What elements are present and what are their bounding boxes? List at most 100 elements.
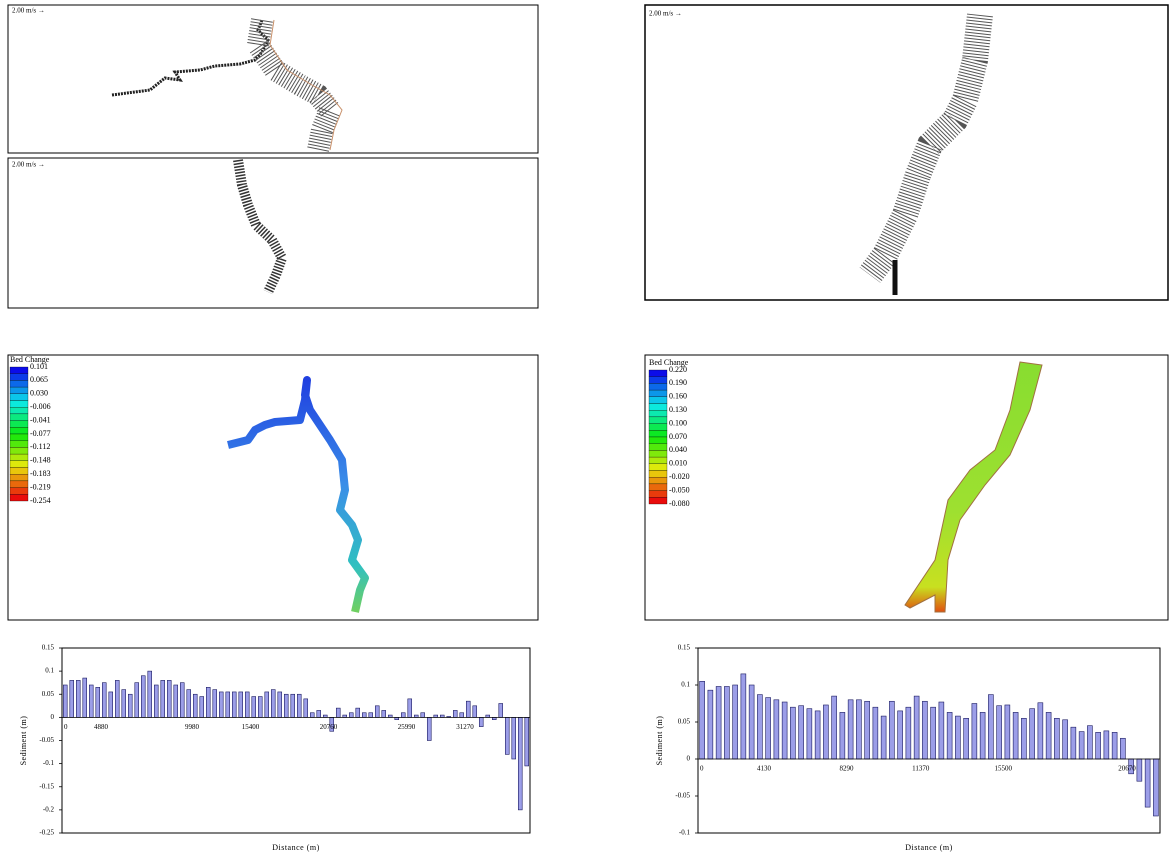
panel-frame: [7, 354, 539, 621]
colorbar-label: -0.077: [30, 429, 51, 438]
scale-label: 2.00 m/s →: [12, 161, 45, 169]
bar: [1087, 725, 1093, 760]
bar: [420, 712, 425, 718]
colorbar-swatch: [648, 497, 668, 505]
map-panel: Bed Change: [644, 354, 1169, 621]
colorbar-swatch: [9, 453, 29, 461]
bar: [62, 684, 68, 718]
bar: [400, 712, 406, 718]
bar: [128, 693, 133, 718]
plot-frame: [61, 647, 531, 834]
y-tick-label: 0: [687, 755, 691, 763]
bar: [511, 717, 516, 760]
river-mesh: [233, 159, 288, 295]
bar: [748, 684, 755, 760]
bar: [167, 680, 172, 718]
bar: [270, 689, 276, 718]
colorbar-swatch: [648, 423, 668, 431]
colorbar-label: -0.050: [669, 485, 690, 494]
bar: [257, 696, 263, 718]
bed-change-river: [904, 361, 1043, 613]
bar: [459, 712, 464, 718]
colorbar-swatch: [9, 433, 29, 441]
colorbar-swatch: [9, 400, 29, 408]
bar: [361, 712, 367, 718]
bar: [141, 675, 146, 718]
bar: [504, 717, 510, 755]
bar: [524, 717, 529, 767]
bar: [1144, 758, 1151, 808]
colorbar-swatch: [9, 413, 29, 421]
colorbar-label: -0.183: [30, 469, 51, 478]
bar: [905, 706, 912, 760]
bar: [872, 706, 879, 760]
colorbar-label: -0.020: [669, 472, 690, 481]
bar: [798, 705, 804, 760]
y-tick-label: 0.15: [42, 644, 55, 652]
colorbar-label: 0.190: [669, 378, 687, 387]
colorbar-swatch: [648, 383, 668, 391]
colorbar-swatch: [648, 376, 668, 384]
colorbar-swatch: [9, 386, 29, 394]
plot-frame: [697, 647, 1161, 834]
colorbar-swatch: [9, 407, 29, 415]
x-tick-label: 4130: [757, 765, 772, 773]
colorbar-label: 0.100: [669, 418, 687, 427]
x-tick-label: 8290: [840, 765, 855, 773]
panel-frame: [7, 4, 539, 154]
bar: [472, 705, 477, 718]
bar: [180, 682, 185, 718]
bar: [335, 707, 341, 718]
panel-frame: [7, 157, 539, 309]
bar: [368, 712, 373, 718]
bar: [316, 710, 321, 718]
river-mesh: [246, 18, 343, 153]
bar: [147, 670, 153, 718]
bar: [740, 673, 747, 760]
bar: [1062, 719, 1068, 760]
x-tick-label: 25990: [398, 723, 416, 731]
scale-label: 2.00 m/s →: [649, 10, 682, 18]
bar: [245, 691, 250, 718]
bar: [465, 700, 471, 718]
colorbar-swatch: [648, 436, 668, 444]
colorbar-swatch: [648, 450, 668, 458]
bar: [707, 689, 714, 760]
colorbar-swatch: [648, 463, 668, 471]
bar: [238, 691, 244, 718]
bar: [102, 682, 107, 718]
bar: [232, 691, 237, 718]
colorbar-swatch: [648, 389, 668, 397]
colorbar-swatch: [9, 380, 29, 388]
bar: [290, 693, 295, 718]
colorbar-swatch: [648, 456, 668, 464]
colorbar-swatch: [9, 420, 29, 428]
bar: [1103, 730, 1110, 760]
bar: [1012, 712, 1019, 760]
colorbar-swatch: [648, 470, 668, 478]
bar: [897, 710, 903, 760]
bar: [277, 691, 282, 718]
vector-panel: 2.00 m/s →: [644, 4, 1169, 301]
bar: [955, 715, 961, 760]
bar: [478, 717, 484, 727]
colorbar-swatch: [648, 416, 668, 424]
colorbar-swatch: [9, 366, 29, 374]
y-tick-label: -0.05: [39, 736, 54, 744]
y-tick-label: -0.1: [679, 829, 691, 837]
colorbar-label: 0.010: [669, 459, 687, 468]
colorbar-swatch: [9, 447, 29, 455]
colorbar-swatch: [9, 393, 29, 401]
x-tick-label: 20670: [1118, 765, 1136, 773]
bar: [757, 694, 763, 760]
bar: [806, 708, 813, 760]
bar: [864, 700, 870, 760]
colorbar-swatch: [648, 369, 668, 377]
x-tick-label: 15500: [995, 765, 1013, 773]
bar: [765, 697, 771, 760]
bar: [979, 712, 986, 760]
colorbar-swatch: [9, 487, 29, 495]
colorbar-label: -0.041: [30, 415, 51, 424]
colorbar-label: 0.065: [30, 375, 48, 384]
colorbar-label: -0.006: [30, 402, 51, 411]
